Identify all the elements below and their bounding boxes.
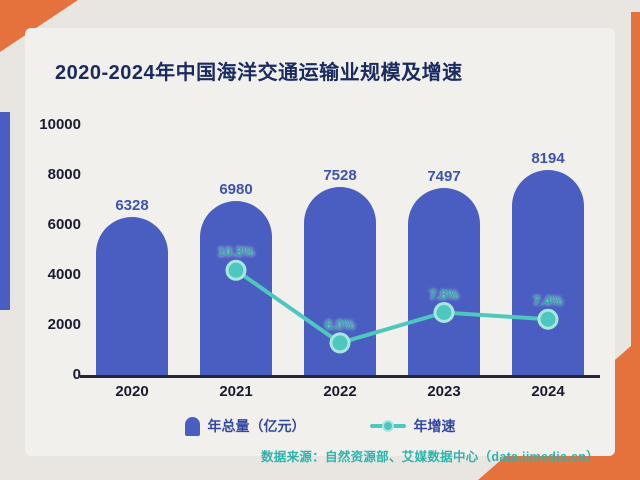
y-axis-label: 0 bbox=[72, 366, 81, 383]
bar-value-label: 7528 bbox=[323, 166, 357, 184]
y-axis-label: 6000 bbox=[47, 216, 81, 233]
edge-accent-left bbox=[0, 112, 10, 310]
bar-value-label: 7497 bbox=[427, 167, 461, 185]
growth-point-2022 bbox=[329, 332, 351, 354]
bar-value-label: 6980 bbox=[219, 180, 253, 198]
data-source-text: 数据来源：自然资源部、艾媒数据中心（data.iimedia.cn） bbox=[260, 450, 599, 464]
line-series-icon bbox=[369, 419, 406, 433]
growth-point-2023 bbox=[433, 302, 455, 323]
growth-line bbox=[234, 268, 549, 346]
bar-2020 bbox=[96, 216, 168, 375]
chart-plot-area: 6328 2020 6980 2021 7528 2022 7497 2023 8194 2024… bbox=[80, 125, 600, 400]
x-axis-label: 2024 bbox=[531, 383, 565, 400]
legend-label-total: 年总量（亿元） bbox=[207, 418, 306, 434]
infographic-card: 2020-2024年中国海洋交通运输业规模及增速 0 2000 4000 6000 80… bbox=[25, 28, 615, 464]
bar-value-label: 8194 bbox=[531, 150, 565, 168]
edge-accent-right bbox=[631, 12, 640, 480]
legend-item-total: 年总量（亿元） bbox=[184, 416, 306, 436]
growth-point-2021 bbox=[225, 259, 247, 281]
legend-label-growth: 年增速 bbox=[413, 418, 456, 434]
x-axis-label: 2023 bbox=[427, 383, 461, 400]
growth-value-label: 7.4% bbox=[533, 293, 563, 309]
bar-2024 bbox=[512, 170, 584, 375]
legend-item-growth: 年增速 bbox=[369, 416, 456, 436]
x-axis-label: 2021 bbox=[219, 383, 253, 400]
x-axis-label: 2020 bbox=[115, 383, 149, 400]
y-axis: 0 2000 4000 6000 8000 10000 bbox=[29, 116, 81, 383]
growth-value-label: 10.3% bbox=[217, 244, 255, 260]
y-axis-label: 4000 bbox=[47, 266, 81, 283]
growth-value-label: 7.8% bbox=[429, 286, 459, 302]
bar-series-icon bbox=[184, 416, 200, 436]
growth-point-2024 bbox=[537, 308, 559, 330]
x-axis-label: 2022 bbox=[323, 383, 357, 400]
y-axis-label: 2000 bbox=[47, 316, 81, 333]
y-axis-label: 8000 bbox=[47, 166, 81, 183]
bar-value-label: 6328 bbox=[115, 196, 149, 214]
growth-line-layer bbox=[225, 259, 559, 354]
y-axis-label: 10000 bbox=[39, 116, 81, 133]
bar-2023 bbox=[408, 187, 480, 375]
growth-value-label: 6.0% bbox=[325, 316, 355, 332]
chart-title: 2020-2024年中国海洋交通运输业规模及增速 bbox=[55, 62, 463, 84]
chart-legend: 年总量（亿元） 年增速 bbox=[25, 416, 615, 436]
